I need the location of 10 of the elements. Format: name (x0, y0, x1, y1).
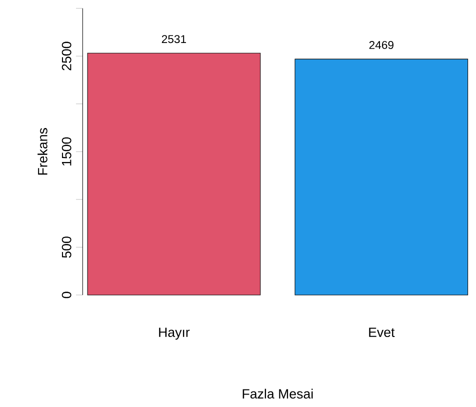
y-tick-label: 0 (62, 292, 72, 298)
x-tick-label: Hayır (159, 328, 190, 340)
data-label: 2469 (369, 41, 394, 50)
y-tick-label: 2500 (62, 42, 72, 70)
data-label: 2531 (162, 35, 186, 44)
x-tick-label: Evet (369, 328, 395, 337)
y-tick-label: 500 (62, 236, 72, 258)
y-tick-label: 1500 (62, 137, 72, 166)
x-axis-title: Fazla Mesai (242, 388, 313, 399)
y-axis-title: Frekans (38, 128, 48, 175)
